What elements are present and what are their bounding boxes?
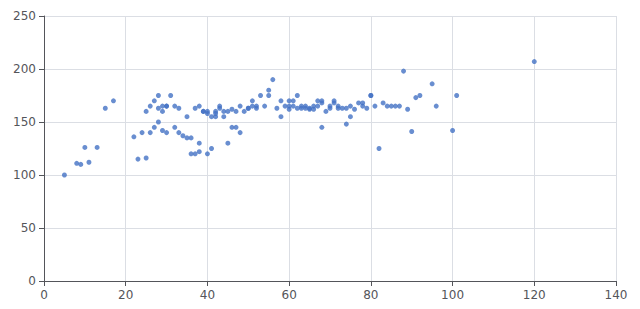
svg-text:120: 120 bbox=[523, 288, 546, 302]
svg-text:250: 250 bbox=[13, 9, 36, 23]
svg-text:0: 0 bbox=[40, 288, 48, 302]
svg-text:50: 50 bbox=[21, 221, 36, 235]
svg-text:200: 200 bbox=[13, 62, 36, 76]
svg-text:40: 40 bbox=[200, 288, 215, 302]
svg-text:140: 140 bbox=[605, 288, 628, 302]
svg-text:80: 80 bbox=[363, 288, 378, 302]
svg-text:100: 100 bbox=[13, 168, 36, 182]
svg-text:150: 150 bbox=[13, 115, 36, 129]
svg-text:20: 20 bbox=[118, 288, 133, 302]
svg-text:60: 60 bbox=[282, 288, 297, 302]
svg-text:100: 100 bbox=[441, 288, 464, 302]
svg-text:0: 0 bbox=[28, 274, 36, 288]
